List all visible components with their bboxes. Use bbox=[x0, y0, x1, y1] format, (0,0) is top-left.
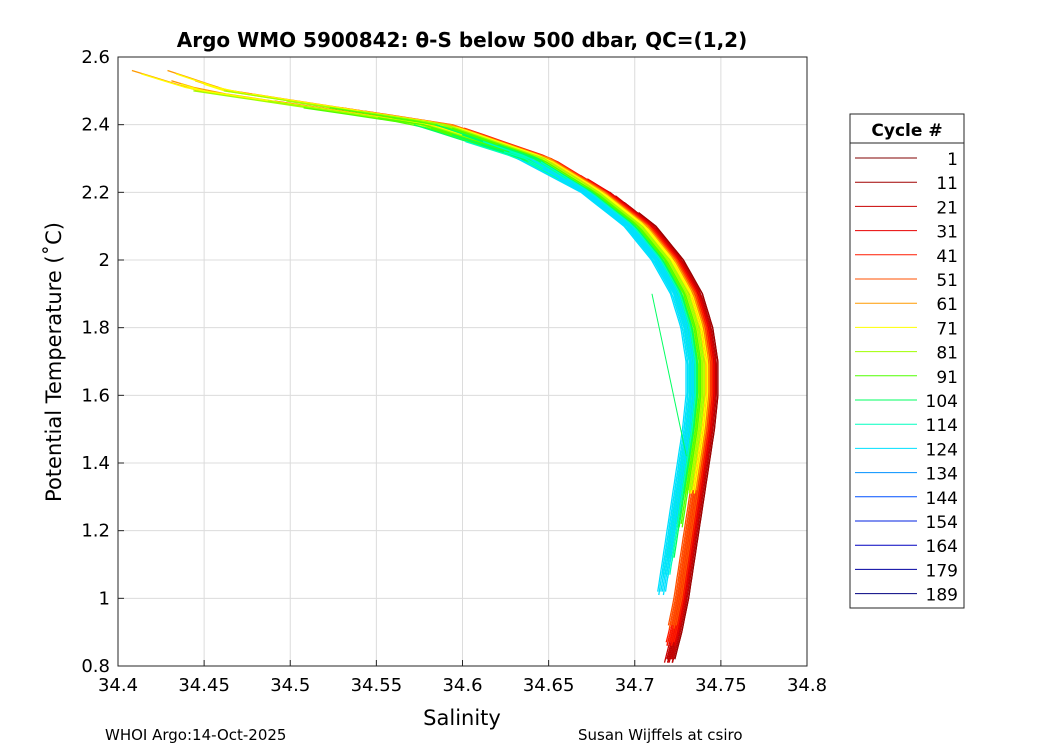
legend-label: 154 bbox=[926, 513, 958, 533]
series-line-cycle-114 bbox=[482, 140, 694, 575]
data-lines bbox=[131, 69, 719, 663]
legend-label: 51 bbox=[936, 271, 958, 291]
legend-label: 104 bbox=[926, 392, 958, 412]
x-tick-label: 34.45 bbox=[178, 675, 230, 696]
legend-title: Cycle # bbox=[871, 121, 942, 141]
series-line-cycle-51 bbox=[339, 110, 707, 626]
y-tick-label: 2.2 bbox=[81, 182, 110, 203]
series-line-cycle-81 bbox=[358, 110, 705, 491]
legend-label: 11 bbox=[936, 174, 958, 194]
series-line-cycle-114 bbox=[528, 161, 692, 575]
y-tick-label: 2.6 bbox=[81, 47, 110, 68]
series-line-cycle-71 bbox=[203, 83, 702, 491]
outlier-segment bbox=[651, 293, 687, 457]
legend-label: 41 bbox=[936, 247, 958, 267]
legend-label: 179 bbox=[926, 561, 958, 581]
series-line-cycle-61 bbox=[131, 69, 703, 491]
series-line-cycle-11 bbox=[638, 212, 719, 660]
x-tick-label: 34.8 bbox=[787, 675, 827, 696]
series-line-cycle-124 bbox=[558, 178, 690, 592]
series-line-cycle-91 bbox=[451, 127, 702, 528]
y-tick-label: 0.8 bbox=[81, 656, 110, 677]
series-line-cycle-81 bbox=[267, 100, 704, 494]
y-tick-label: 1.2 bbox=[81, 521, 110, 542]
x-tick-label: 34.4 bbox=[98, 675, 138, 696]
y-tick-label: 2 bbox=[99, 250, 110, 271]
y-axis-label: Potential Temperature (˚C) bbox=[42, 222, 66, 502]
legend-label: 114 bbox=[926, 416, 958, 436]
x-tick-label: 34.5 bbox=[270, 675, 310, 696]
footer-left: WHOI Argo:14-Oct-2025 bbox=[105, 726, 287, 744]
x-tick-label: 34.6 bbox=[442, 675, 482, 696]
legend-label: 71 bbox=[936, 319, 958, 339]
series-line-cycle-61 bbox=[171, 80, 709, 494]
series-line-cycle-51 bbox=[230, 90, 709, 626]
series-line-cycle-81 bbox=[193, 90, 697, 491]
x-tick-label: 34.75 bbox=[695, 675, 747, 696]
legend-label: 91 bbox=[936, 368, 958, 388]
series-line-cycle-71 bbox=[175, 73, 706, 494]
series-line-cycle-41 bbox=[463, 127, 714, 643]
legend-label: 21 bbox=[936, 198, 958, 218]
series-line-cycle-71 bbox=[180, 83, 707, 491]
series-line-cycle-91 bbox=[329, 107, 699, 528]
legend-label: 164 bbox=[926, 537, 958, 557]
legend-label: 81 bbox=[936, 344, 958, 364]
series-line-cycle-124 bbox=[542, 168, 693, 596]
y-tick-label: 1.4 bbox=[81, 453, 110, 474]
y-tick-label: 1.8 bbox=[81, 318, 110, 339]
series-line-cycle-104 bbox=[480, 144, 694, 558]
x-tick-label: 34.55 bbox=[351, 675, 403, 696]
legend-label: 189 bbox=[926, 586, 958, 606]
series-line-cycle-104 bbox=[461, 134, 692, 562]
series-line-cycle-124 bbox=[516, 157, 687, 592]
series-line-cycle-104 bbox=[435, 124, 695, 558]
series-line-cycle-31 bbox=[586, 178, 716, 646]
series-line-cycle-81 bbox=[332, 110, 701, 491]
series-line-cycle-124 bbox=[566, 178, 695, 592]
footer-right: Susan Wijffels at csiro bbox=[578, 726, 743, 744]
series-line-cycle-41 bbox=[341, 107, 711, 643]
series-line-cycle-114 bbox=[503, 151, 695, 579]
x-tick-label: 34.7 bbox=[615, 675, 655, 696]
series-line-cycle-114 bbox=[465, 140, 689, 575]
legend-label: 124 bbox=[926, 440, 958, 460]
x-tick-label: 34.65 bbox=[523, 675, 575, 696]
series-line-cycle-81 bbox=[286, 100, 699, 494]
series-line-cycle-104 bbox=[413, 124, 691, 558]
chart-title: Argo WMO 5900842: θ-S below 500 dbar, QC… bbox=[177, 28, 747, 52]
series-line-cycle-124 bbox=[530, 157, 692, 592]
series-line-cycle-51 bbox=[365, 110, 712, 626]
legend-label: 61 bbox=[936, 295, 958, 315]
series-line-cycle-51 bbox=[293, 100, 706, 629]
series-line-cycle-41 bbox=[315, 107, 706, 643]
series-line-cycle-61 bbox=[194, 80, 704, 494]
x-axis-label: Salinity bbox=[423, 706, 501, 730]
series-line-cycle-124 bbox=[543, 168, 689, 596]
legend: Cycle # 11121314151617181911041141241341… bbox=[849, 113, 965, 609]
series-line-cycle-71 bbox=[141, 73, 701, 494]
axis-ticks: 34.4 34.45 34.5 34.55 34.6 34.65 34.7 34.75 34.8… bbox=[81, 47, 827, 696]
series-line-cycle-104 bbox=[451, 134, 697, 562]
series-line-cycle-61 bbox=[167, 69, 707, 491]
y-tick-label: 1 bbox=[99, 588, 110, 609]
y-tick-label: 1.6 bbox=[81, 385, 110, 406]
series-line-cycle-114 bbox=[540, 161, 697, 575]
y-tick-label: 2.4 bbox=[81, 115, 110, 136]
series-line-cycle-51 bbox=[200, 90, 704, 626]
series-line-cycle-71 bbox=[252, 93, 709, 494]
legend-label: 144 bbox=[926, 489, 958, 509]
series-line-cycle-61 bbox=[201, 90, 706, 491]
series-line-cycle-114 bbox=[509, 151, 690, 579]
legend-label: 31 bbox=[936, 223, 958, 243]
series-line-cycle-104 bbox=[497, 144, 698, 558]
series-line-cycle-61 bbox=[232, 90, 710, 491]
series-line-cycle-51 bbox=[274, 100, 711, 629]
series-line-cycle-21 bbox=[614, 195, 717, 663]
legend-label: 1 bbox=[947, 150, 958, 170]
legend-label: 134 bbox=[926, 465, 958, 485]
